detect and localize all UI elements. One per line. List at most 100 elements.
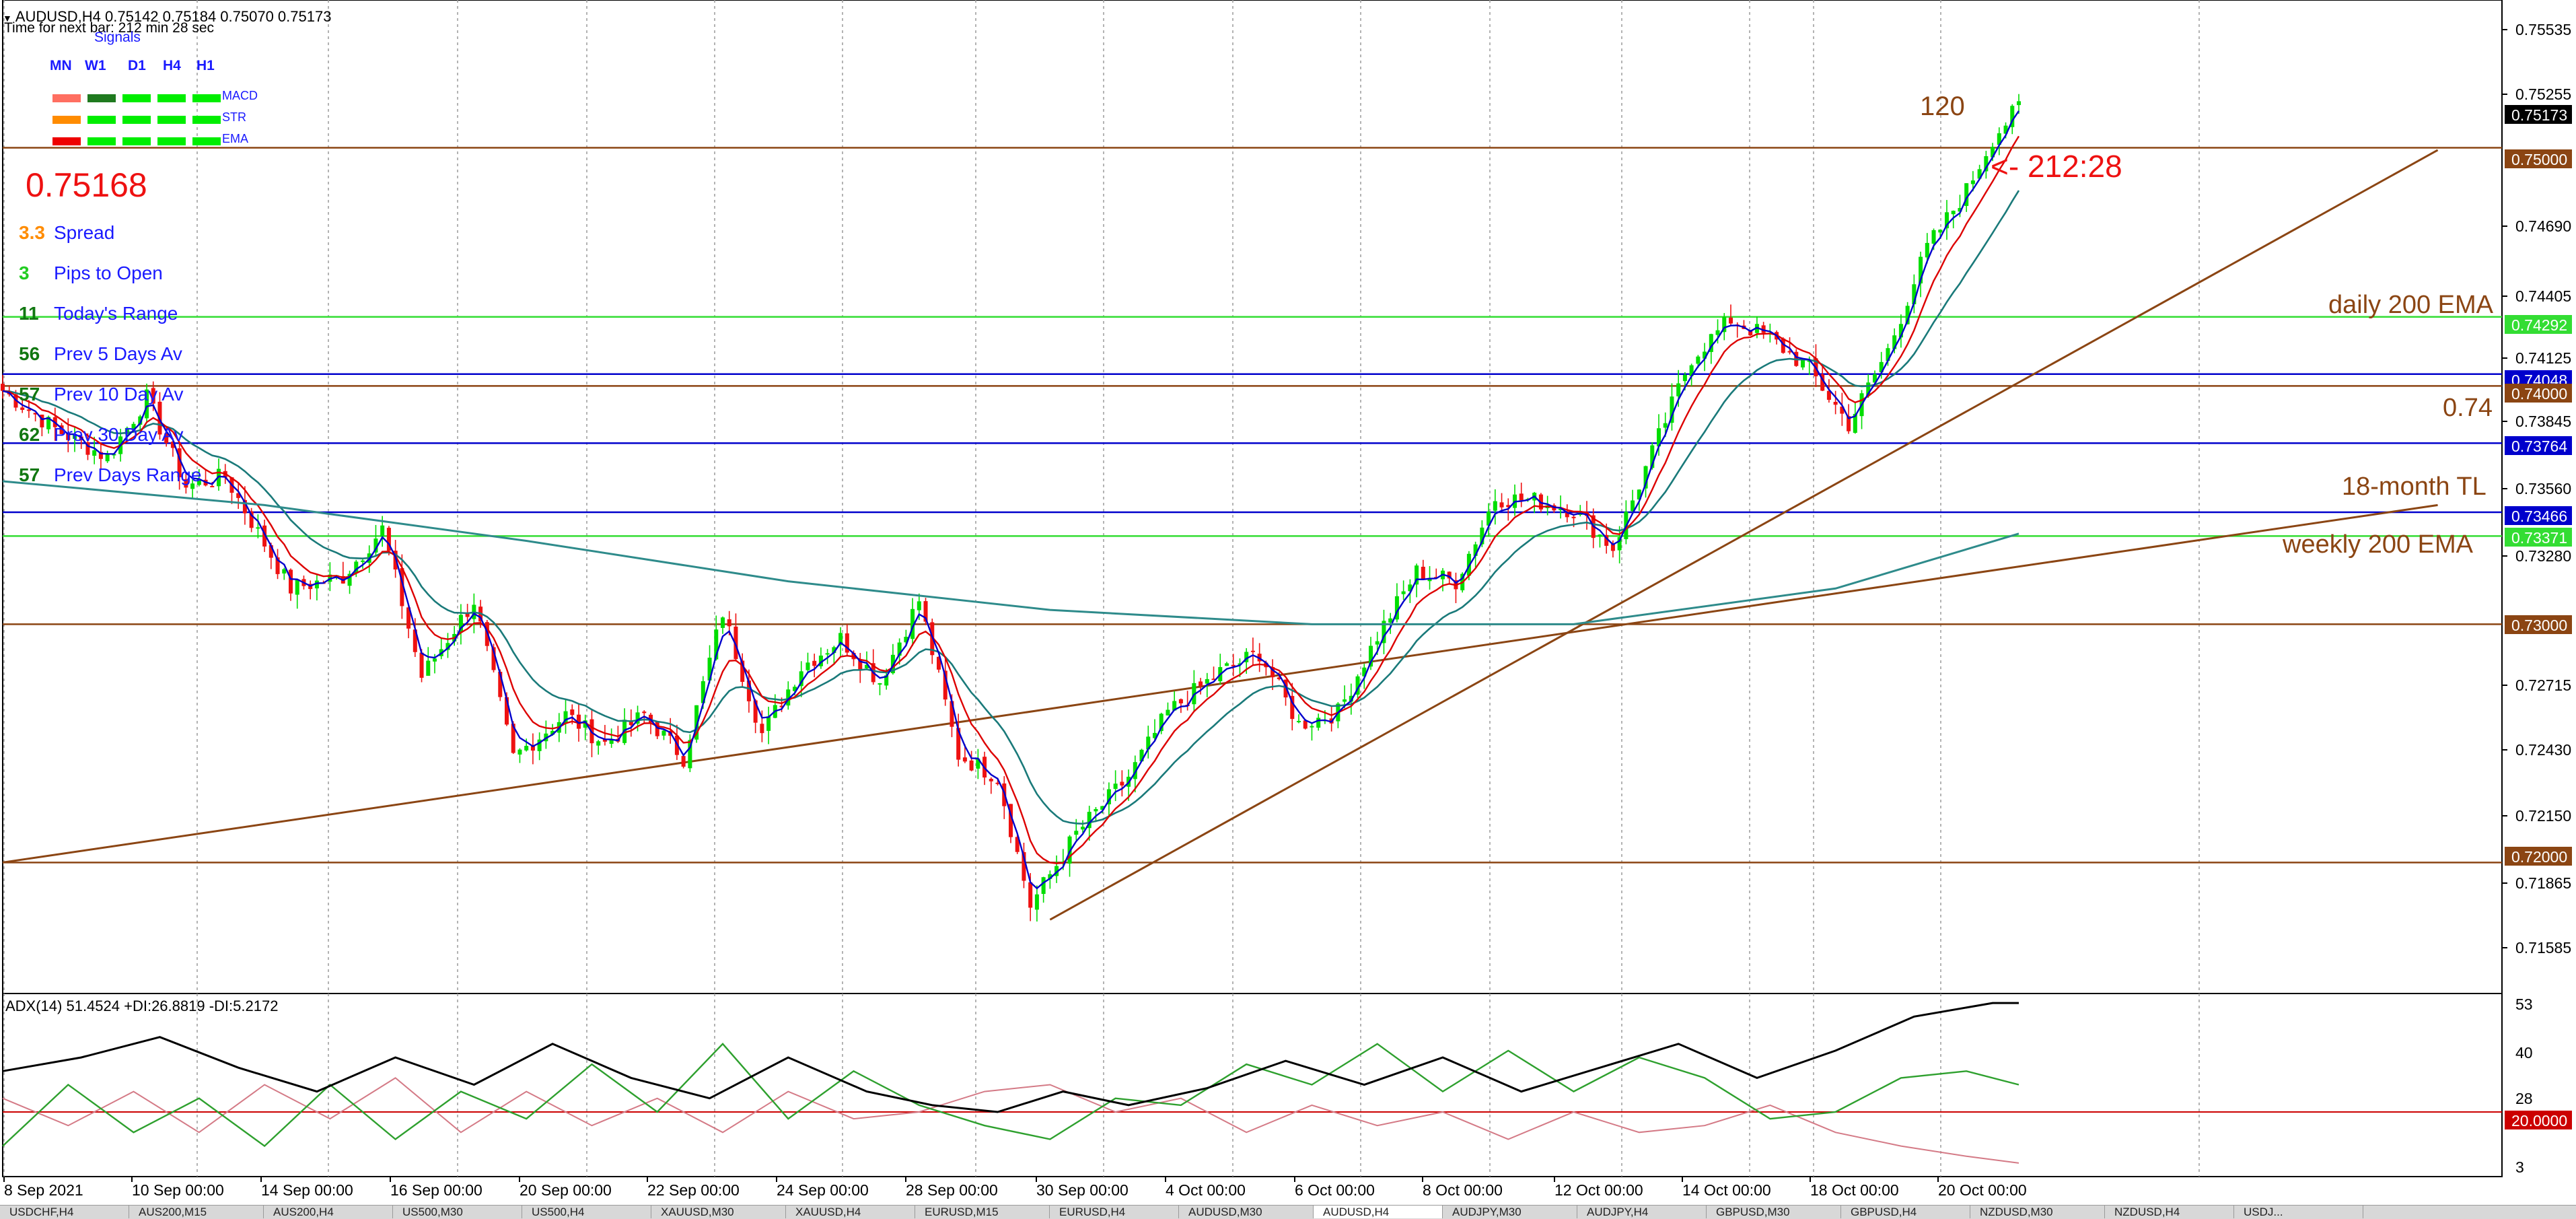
chart-tab[interactable]: AUDJPY,H4 [1577, 1206, 1707, 1218]
price-tick-label: 0.72150 [2515, 807, 2571, 825]
price-badge-box [2505, 528, 2572, 547]
time-axis-label: 28 Sep 00:00 [906, 1181, 998, 1199]
candle-body [72, 434, 77, 440]
candle-body [688, 740, 692, 769]
candle-body [1250, 650, 1255, 652]
chart-tab[interactable]: AUDJPY,M30 [1443, 1206, 1577, 1218]
candle-body [1473, 544, 1478, 556]
chart-tab[interactable]: NZDUSD,M30 [1970, 1206, 2105, 1218]
chart-tab[interactable]: GBPUSD,M30 [1707, 1206, 1841, 1218]
candle-body [432, 658, 437, 662]
candle-body [1146, 736, 1151, 750]
ema-slow-line [2, 190, 2020, 825]
stat-value: 3 [19, 263, 30, 283]
chart-tab[interactable]: AUDUSD,M30 [1179, 1206, 1314, 1218]
candle-body [262, 525, 267, 547]
candle-body [347, 573, 352, 586]
candle-body [884, 675, 889, 686]
candle-body [576, 714, 581, 729]
chart-tab[interactable]: GBPUSD,H4 [1841, 1206, 1970, 1218]
stat-value: 56 [19, 343, 40, 364]
time-axis-label: 16 Sep 00:00 [390, 1181, 482, 1199]
candle-body [766, 716, 771, 731]
candle-body [1970, 180, 1975, 184]
candle-body [1048, 874, 1052, 879]
chart-tab[interactable]: XAUUSD,H4 [786, 1206, 915, 1218]
candle-body [1650, 445, 1655, 468]
chart-tab[interactable]: XAUUSD,M30 [651, 1206, 786, 1218]
candle-body [419, 652, 424, 678]
weekly-ema-label: weekly 200 EMA [2283, 530, 2474, 559]
chart-tab[interactable]: AUS200,M15 [129, 1206, 264, 1218]
candle-body [1362, 667, 1367, 676]
candle-body [1984, 156, 1989, 172]
collapse-triangle-icon[interactable]: ▼ [3, 13, 12, 24]
chart-tab[interactable]: US500,H4 [522, 1206, 651, 1218]
candle-body [1826, 390, 1831, 400]
chart-tab[interactable]: AUDUSD,H4 [1314, 1206, 1443, 1218]
candle-body [1244, 652, 1249, 662]
chart-tab[interactable]: USDCHF,H4 [0, 1206, 129, 1218]
chart-tab[interactable]: AUS200,H4 [264, 1206, 393, 1218]
candle-body [753, 700, 758, 723]
candle-body [923, 601, 928, 622]
time-axis-label: 10 Sep 00:00 [132, 1181, 224, 1199]
chart-tab[interactable]: US500,M30 [393, 1206, 522, 1218]
candle-body [170, 442, 175, 448]
candle-body [1493, 501, 1497, 511]
candle-body [288, 569, 293, 594]
candle-body [563, 711, 568, 724]
candle-body [1807, 360, 1812, 362]
candle-body [1565, 511, 1569, 518]
chart-tab[interactable]: EURUSD,H4 [1050, 1206, 1179, 1218]
candle-body [1008, 804, 1013, 837]
candle-body [1898, 324, 1903, 338]
candle-body [629, 721, 633, 726]
signal-cell [192, 116, 221, 124]
candle-body [504, 697, 509, 725]
candle-body [465, 613, 470, 617]
chart-tab[interactable]: EURUSD,M15 [915, 1206, 1050, 1218]
candle-body [740, 660, 745, 683]
candle-body [1879, 361, 1884, 373]
price-tick-label: 0.72430 [2515, 741, 2571, 759]
price-badge-box [2505, 436, 2572, 455]
candle-body [1689, 365, 1694, 376]
candle-body [33, 413, 38, 415]
symbol-line: AUDUSD,H4 0.75142 0.75184 0.75070 0.7517… [15, 8, 332, 25]
chart-tab[interactable]: USDJ... [2234, 1206, 2363, 1218]
candle-body [812, 660, 817, 666]
candle-body [858, 659, 863, 670]
candle-body [1343, 699, 1347, 702]
candle-body [1022, 851, 1026, 881]
candle-body [124, 427, 129, 435]
price-badge: 0.73000 [2505, 615, 2572, 634]
adx-level-badge-text: 20.0000 [2511, 1112, 2567, 1129]
price-badge-text: 0.73371 [2511, 529, 2567, 547]
candle-body [917, 601, 921, 611]
candle-body [995, 782, 1000, 784]
candle-body [1172, 701, 1177, 711]
candle-body [498, 672, 503, 697]
candle-body [1159, 713, 1164, 732]
candle-body [799, 671, 803, 687]
candle-body [1958, 208, 1962, 212]
signal-cell [192, 94, 221, 102]
candle-body [707, 658, 712, 681]
price-badge: 0.74000 [2505, 384, 2572, 403]
chart-tab[interactable]: NZDUSD,H4 [2105, 1206, 2234, 1218]
candle-body [1271, 666, 1275, 678]
candle-body [1722, 316, 1727, 333]
candle-body [184, 479, 188, 488]
price-badge: 0.75000 [2505, 149, 2572, 168]
stat-value: 62 [19, 424, 40, 445]
candle-body [66, 432, 71, 440]
signal-cell [192, 137, 221, 145]
time-axis-label: 22 Sep 00:00 [647, 1181, 740, 1199]
candle-body [282, 569, 287, 573]
candle-body [904, 637, 908, 643]
candle-body [1656, 428, 1661, 447]
candle-body [1866, 382, 1871, 396]
candle-body [714, 629, 719, 660]
